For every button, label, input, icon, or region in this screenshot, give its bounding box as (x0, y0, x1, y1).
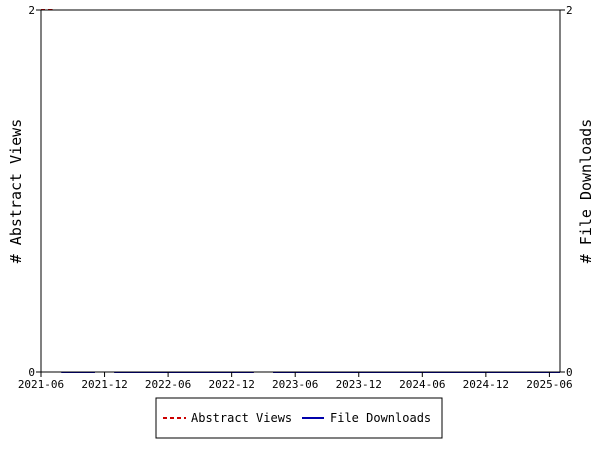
legend-label-abstract-views: Abstract Views (191, 411, 292, 425)
x-tick-label: 2023-12 (336, 378, 382, 391)
x-tick-label: 2022-06 (145, 378, 191, 391)
x-tick-label: 2024-06 (399, 378, 445, 391)
x-tick-label: 2021-06 (18, 378, 64, 391)
legend-label-file-downloads: File Downloads (330, 411, 431, 425)
x-tick-label: 2023-06 (272, 378, 318, 391)
x-tick-label: 2022-12 (208, 378, 254, 391)
y-left-tick-label: 2 (28, 4, 35, 17)
y-right-axis-title: # File Downloads (577, 119, 595, 264)
legend-box (155, 397, 443, 439)
y-right-tick-label: 2 (566, 4, 573, 17)
x-tick-label: 2025-06 (526, 378, 572, 391)
y-right-tick-label: 0 (566, 366, 573, 379)
y-left-axis-title: # Abstract Views (7, 119, 25, 264)
x-tick-label: 2024-12 (463, 378, 509, 391)
x-tick-label: 2021-12 (81, 378, 127, 391)
plot-area (40, 9, 561, 373)
y-left-tick-label: 0 (28, 366, 35, 379)
